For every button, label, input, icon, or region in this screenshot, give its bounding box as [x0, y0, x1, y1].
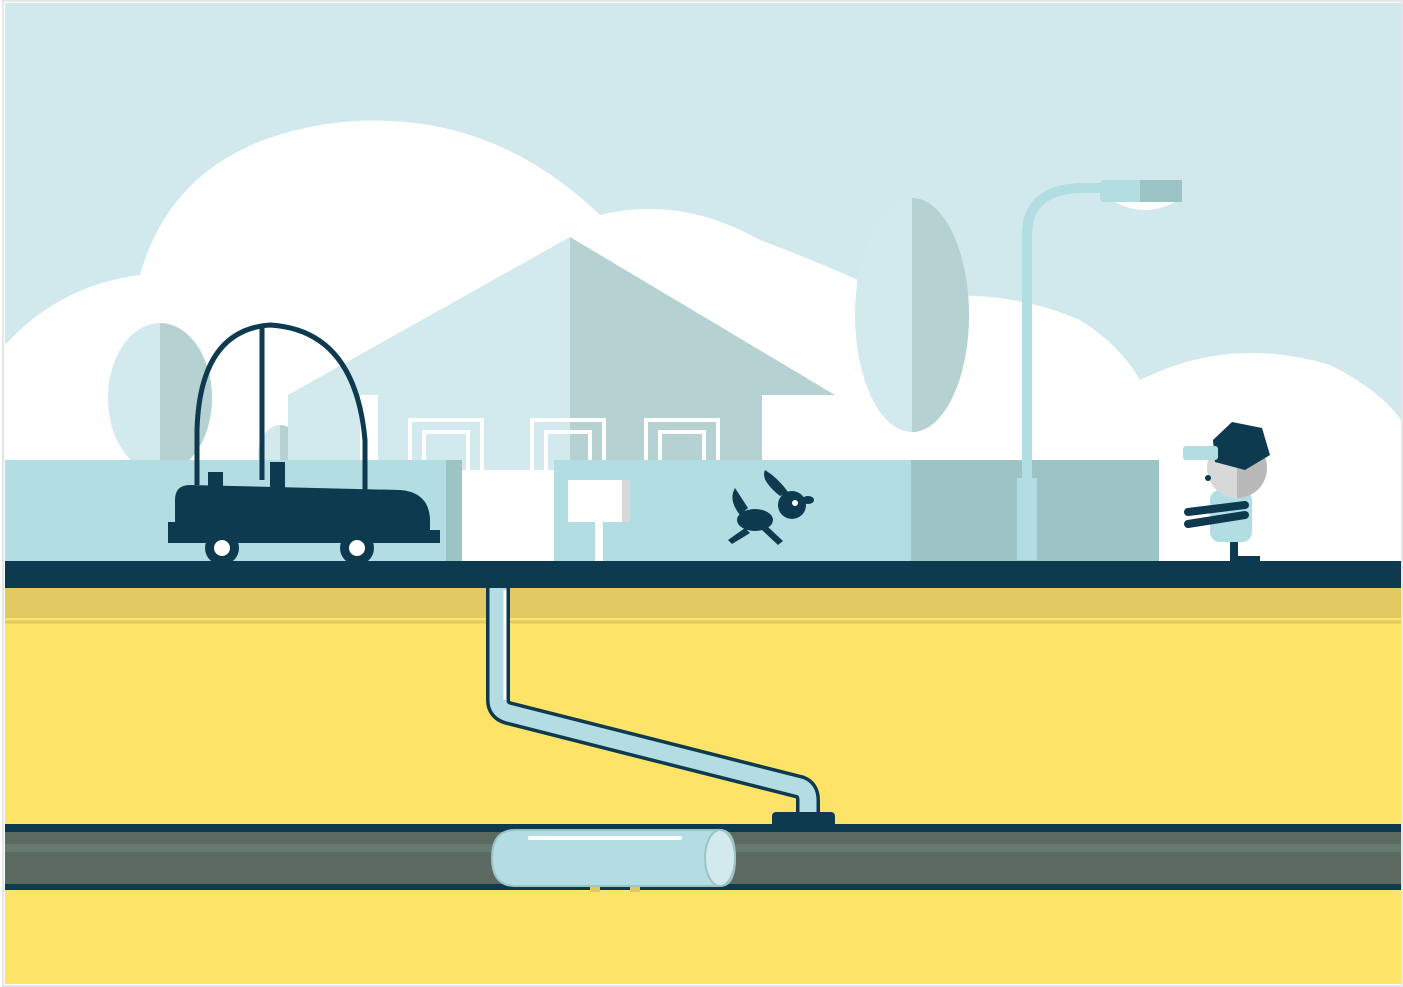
street-lamp: [1017, 180, 1182, 560]
boy: [1183, 422, 1270, 562]
road: [5, 561, 1401, 588]
service-pipe: [486, 588, 835, 828]
tree-right: [855, 198, 969, 465]
car: [168, 322, 440, 565]
sign: [568, 480, 630, 562]
soil: [5, 588, 1401, 984]
pipe-liner: [490, 829, 737, 892]
tree-left: [108, 323, 212, 473]
dog: [728, 470, 814, 545]
